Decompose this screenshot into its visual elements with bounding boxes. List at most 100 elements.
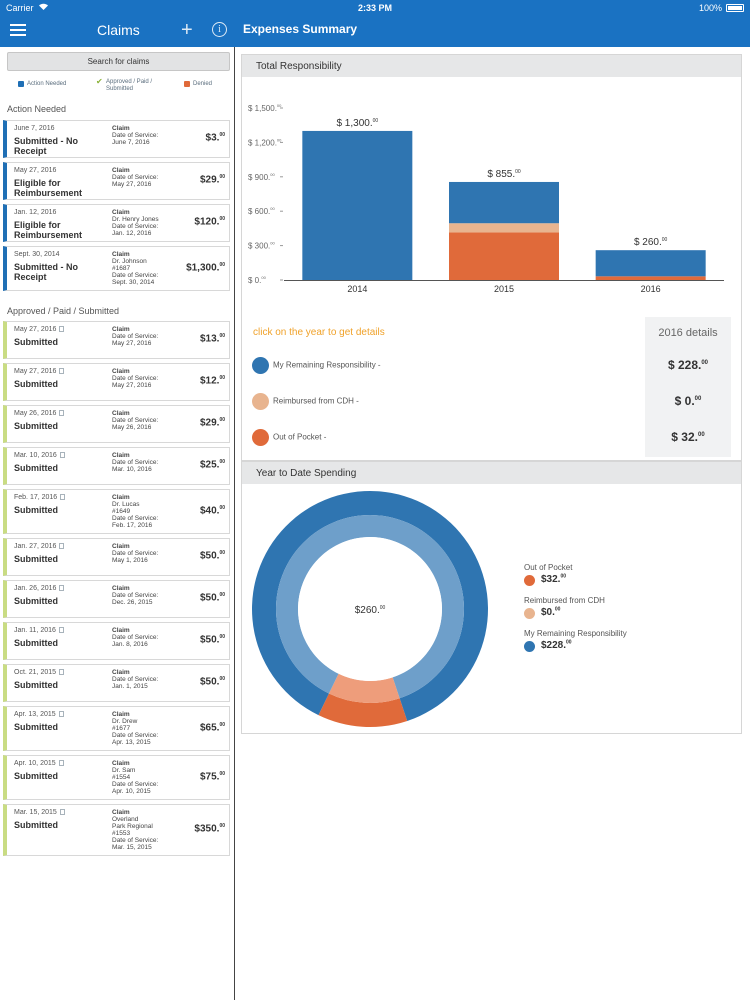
claim-card[interactable]: Mar. 15, 2015 Submitted Claim Overland Park … xyxy=(3,804,230,856)
claim-date: June 7, 2016 xyxy=(14,125,55,132)
claim-card[interactable]: Apr. 13, 2015 Submitted Claim Dr. Drew #1677… xyxy=(3,706,230,751)
claim-date: Mar. 15, 2015 xyxy=(14,809,65,816)
claim-detail-line: Claim xyxy=(112,452,130,459)
claim-detail-line: #1677 xyxy=(112,725,131,732)
claim-amount: $50.00 xyxy=(199,676,225,688)
claim-card[interactable]: May 27, 2016 Eligible for Reimbursement Cl… xyxy=(3,162,230,200)
legend-out-of-pocket: Out of Pocket - xyxy=(252,429,326,446)
claim-amount: $50.00 xyxy=(199,592,225,604)
claim-amount: $29.00 xyxy=(199,417,225,429)
claim-card[interactable]: Sept. 30, 2014 Submitted - No Receipt Clai… xyxy=(3,246,230,291)
menu-icon[interactable] xyxy=(10,24,26,37)
donut-inner-slice[interactable] xyxy=(328,673,400,703)
claim-status: Eligible for Reimbursement xyxy=(14,220,83,240)
search-claims-button[interactable]: Search for claims xyxy=(7,52,230,71)
claim-card[interactable]: Oct. 21, 2015 Submitted Claim Date of Servi… xyxy=(3,664,230,702)
document-icon xyxy=(59,326,65,333)
y-tick-label: $ 300.00 xyxy=(248,241,275,251)
claim-status: Submitted xyxy=(14,379,58,389)
carrier-label: Carrier xyxy=(6,3,34,13)
claim-card[interactable]: Jan. 12, 2016 Eligible for Reimbursement C… xyxy=(3,204,230,242)
claim-detail-line: Date of Service: xyxy=(112,634,159,641)
approved-header: Approved / Paid / Submitted xyxy=(7,306,120,316)
year-details-panel: 2016 details xyxy=(645,317,731,457)
info-icon[interactable]: i xyxy=(212,22,227,37)
claim-amount: $120.00 xyxy=(194,216,225,228)
claim-card[interactable]: May 27, 2016 Submitted Claim Date of Servic… xyxy=(3,363,230,401)
bar-segment[interactable] xyxy=(595,250,706,277)
total-responsibility-title: Total Responsibility xyxy=(242,55,741,77)
claim-date: Jan. 27, 2016 xyxy=(14,543,65,550)
bar-segment[interactable] xyxy=(302,130,413,280)
claim-detail-line: Date of Service: xyxy=(112,550,159,557)
bar-segment[interactable] xyxy=(449,232,559,280)
claim-detail-line: Park Regional xyxy=(112,823,153,830)
claim-detail-line: Claim xyxy=(112,809,130,816)
document-icon xyxy=(60,494,66,501)
bar-segment[interactable] xyxy=(595,276,706,280)
battery-percent: 100% xyxy=(698,3,722,13)
claim-detail-line: May 27, 2016 xyxy=(112,181,152,188)
claim-date: Jan. 26, 2016 xyxy=(14,585,65,592)
add-claim-icon[interactable]: + xyxy=(181,19,193,41)
claim-date: Feb. 17, 2016 xyxy=(14,494,66,501)
total-responsibility-chart[interactable]: $ 0.00 $ 300.00 $ 600.00 $ 900.00 $ 1,200.00… xyxy=(242,77,741,307)
claim-detail-line: #1649 xyxy=(112,508,131,515)
claim-detail-line: Jan. 1, 2015 xyxy=(112,683,148,690)
claim-status: Submitted xyxy=(14,680,58,690)
claim-amount: $25.00 xyxy=(199,459,225,471)
claim-amount: $350.00 xyxy=(194,823,225,835)
claim-amount: $13.00 xyxy=(199,333,225,345)
claims-title: Claims xyxy=(97,22,140,38)
donut-slice[interactable] xyxy=(318,693,408,727)
claim-card[interactable]: Jan. 11, 2016 Submitted Claim Date of Servi… xyxy=(3,622,230,660)
claim-status: Submitted xyxy=(14,722,58,732)
claim-detail-line: Date of Service: xyxy=(112,459,159,466)
claim-card[interactable]: Jan. 26, 2016 Submitted Claim Date of Servi… xyxy=(3,580,230,618)
claim-detail-line: Feb. 17, 2016 xyxy=(112,522,153,529)
x-tick-label[interactable]: 2014 xyxy=(347,284,367,294)
details-header: 2016 details xyxy=(658,327,718,339)
claim-amount: $1,300.00 xyxy=(186,262,225,274)
x-tick-label[interactable]: 2016 xyxy=(641,284,661,294)
document-icon xyxy=(59,669,65,676)
claim-detail-line: Claim xyxy=(112,760,130,767)
remaining-value: $ 228.00 xyxy=(667,358,709,372)
claim-detail-line: Date of Service: xyxy=(112,781,159,788)
claim-date: May 27, 2016 xyxy=(14,368,65,375)
legend-approved: ✔ Approved / Paid / Submitted xyxy=(96,77,153,93)
claim-detail-line: #1554 xyxy=(112,774,131,781)
claim-card[interactable]: Feb. 17, 2016 Submitted Claim Dr. Lucas #164… xyxy=(3,489,230,534)
claim-date: Apr. 13, 2015 xyxy=(14,711,64,718)
claim-amount: $50.00 xyxy=(199,550,225,562)
x-tick-label[interactable]: 2015 xyxy=(494,284,514,294)
claims-sidebar: Search for claims Action Needed ✔ Approve… xyxy=(0,47,235,1000)
claim-card[interactable]: Mar. 10, 2016 Submitted Claim Date of Servi… xyxy=(3,447,230,485)
claim-detail: Claim Date of Service: Mar. 10, 2016 xyxy=(112,452,192,473)
claim-detail-line: May 27, 2016 xyxy=(112,340,152,347)
claim-detail-line: Dr. Lucas xyxy=(112,501,140,508)
action-needed-header: Action Needed xyxy=(7,104,67,114)
claim-detail-line: Date of Service: xyxy=(112,732,159,739)
document-icon xyxy=(59,809,65,816)
ytd-spending-title: Year to Date Spending xyxy=(242,462,741,484)
ytd-donut-chart[interactable]: $260.00 xyxy=(252,484,512,734)
claim-card[interactable]: Jan. 27, 2016 Submitted Claim Date of Servi… xyxy=(3,538,230,576)
bar-segment[interactable] xyxy=(449,223,559,233)
y-tick-label: $ 0.00 xyxy=(248,275,267,285)
bar-segment[interactable] xyxy=(449,181,559,224)
claim-card[interactable]: June 7, 2016 Submitted - No Receipt Claim D… xyxy=(3,120,230,158)
claim-detail-line: #1553 xyxy=(112,830,131,837)
claim-card[interactable]: Apr. 10, 2015 Submitted Claim Dr. Sam #1554 D… xyxy=(3,755,230,800)
claim-detail-line: Date of Service: xyxy=(112,515,159,522)
claim-amount: $40.00 xyxy=(199,505,225,517)
remaining-swatch xyxy=(252,357,269,374)
claim-amount: $29.00 xyxy=(199,174,225,186)
claim-card[interactable]: May 26, 2016 Submitted Claim Date of Servic… xyxy=(3,405,230,443)
bar-total-label: $ 1,300.00 xyxy=(336,118,378,129)
claim-card[interactable]: May 27, 2016 Submitted Claim Date of Servic… xyxy=(3,321,230,359)
claim-amount: $3.00 xyxy=(205,132,225,144)
claim-status: Eligible for Reimbursement xyxy=(14,178,83,198)
claim-date: May 27, 2016 xyxy=(14,326,65,333)
claim-detail-line: Claim xyxy=(112,368,130,375)
